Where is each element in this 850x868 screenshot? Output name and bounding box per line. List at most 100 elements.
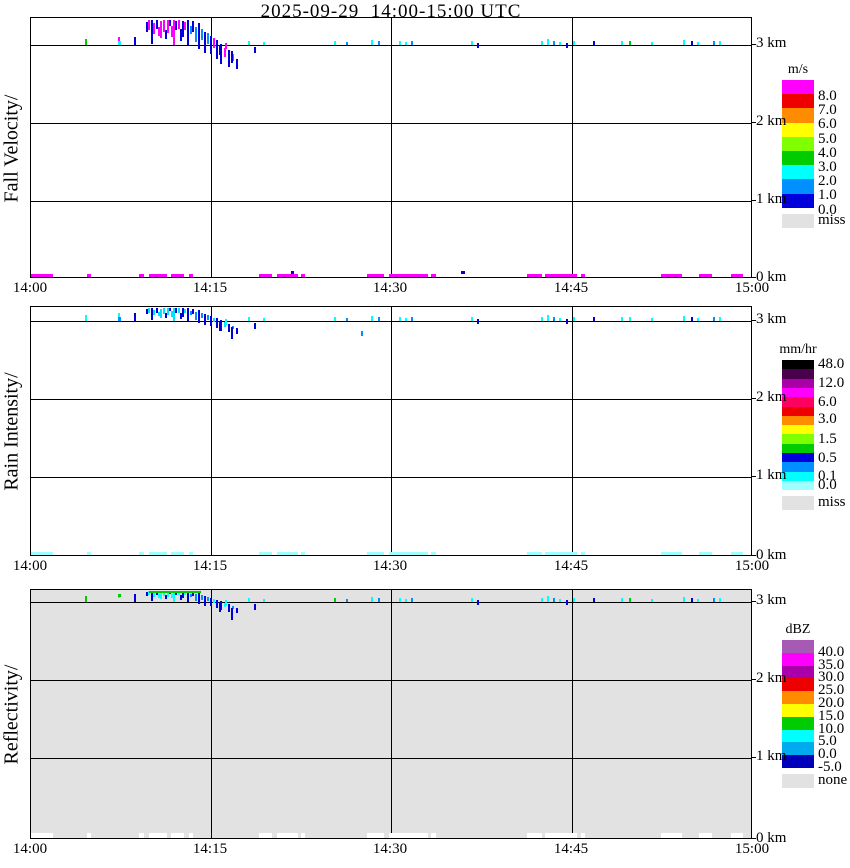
data-mark	[158, 312, 160, 316]
time-tick-label: 14:15	[192, 841, 228, 857]
legend-tick-label: 0.1	[818, 468, 837, 484]
data-mark	[461, 271, 465, 274]
time-tick-label: 14:30	[372, 280, 408, 296]
time-tick-label: 14:15	[192, 280, 228, 296]
data-mark	[165, 595, 167, 599]
data-mark	[378, 317, 380, 321]
gridline-horizontal	[31, 758, 751, 759]
data-mark	[405, 599, 407, 602]
gridline-vertical	[211, 307, 212, 555]
legend-band	[782, 108, 814, 123]
data-mark	[593, 41, 595, 45]
gridline-horizontal	[31, 45, 751, 46]
data-mark	[190, 594, 192, 597]
data-mark	[389, 274, 428, 277]
km-label: 3 km	[756, 35, 787, 51]
data-mark	[151, 591, 153, 601]
data-mark	[156, 591, 158, 595]
km-tick	[752, 277, 756, 278]
data-mark	[545, 833, 577, 838]
data-mark	[248, 598, 250, 602]
data-mark	[389, 552, 428, 555]
data-mark	[187, 20, 189, 45]
data-mark	[167, 308, 169, 315]
gridline-vertical	[391, 590, 392, 838]
data-mark	[148, 20, 150, 30]
data-mark	[216, 318, 218, 328]
data-mark	[232, 326, 234, 329]
time-tick-label: 14:30	[372, 841, 408, 857]
legend-band	[782, 742, 814, 755]
panel-reflectivity: Reflectivity/ dBZ 40.0 35.0 30.0 25.0 20.0 15…	[0, 589, 850, 861]
km-tick	[752, 757, 756, 758]
legend-tick-label: 0.0	[818, 746, 837, 762]
data-mark	[167, 20, 169, 33]
data-mark	[691, 598, 693, 602]
data-mark	[559, 318, 561, 321]
legend-band	[782, 194, 814, 208]
data-mark	[547, 315, 549, 321]
data-mark	[651, 318, 653, 321]
data-mark	[291, 271, 294, 274]
data-mark	[204, 32, 206, 53]
data-mark	[477, 600, 479, 605]
data-mark	[189, 552, 193, 555]
data-mark	[210, 598, 212, 606]
data-mark	[207, 597, 209, 601]
data-mark	[378, 41, 380, 45]
km-label: 1 km	[756, 191, 787, 207]
legend-band	[782, 360, 814, 369]
data-mark	[719, 317, 721, 321]
data-mark	[149, 833, 167, 838]
data-mark	[192, 21, 194, 32]
time-tick-label: 14:45	[553, 280, 589, 296]
time-tick-label: 15:00	[734, 280, 770, 296]
legend-tick-label: 25.0	[818, 682, 845, 698]
data-mark	[160, 21, 162, 38]
km-tick	[752, 398, 756, 399]
time-tick-label: 14:00	[12, 558, 48, 574]
legend-tick-label: 40.0	[818, 644, 845, 660]
legend-band	[782, 123, 814, 137]
legend-tick-label: 5.0	[818, 733, 837, 749]
data-mark	[195, 312, 197, 320]
data-mark	[224, 48, 226, 57]
legend-tick-label: 35.0	[818, 657, 845, 673]
data-mark	[87, 274, 91, 277]
data-mark	[731, 274, 743, 277]
legend-band	[782, 444, 814, 453]
data-mark	[156, 308, 158, 313]
data-mark	[171, 552, 184, 555]
legend-tick-label: 20.0	[818, 695, 845, 711]
data-mark	[527, 833, 542, 838]
data-mark	[85, 315, 87, 321]
data-mark	[184, 309, 186, 313]
km-label: 2 km	[756, 389, 787, 405]
data-mark	[175, 21, 177, 30]
data-mark	[367, 833, 384, 838]
gridline-vertical	[391, 18, 392, 277]
data-mark	[153, 23, 155, 34]
data-mark	[683, 597, 685, 602]
km-tick	[752, 476, 756, 477]
legend-tick-label: 0.5	[818, 450, 837, 466]
data-mark	[171, 274, 184, 277]
legend-tick-label: 10.0	[818, 721, 845, 737]
gridline-horizontal	[31, 123, 751, 124]
gridline-horizontal	[31, 602, 751, 603]
data-mark	[713, 598, 715, 602]
legend-tick-label: 1.0	[818, 187, 837, 203]
data-mark	[405, 318, 407, 321]
data-mark	[148, 308, 150, 313]
legend-tick-label: 7.0	[818, 102, 837, 118]
data-mark	[405, 42, 407, 45]
chart-title: 2025-09-29 14:00-15:00 UTC	[260, 1, 522, 22]
data-mark	[367, 274, 384, 277]
data-mark	[180, 313, 182, 319]
data-mark	[204, 596, 206, 606]
data-mark	[158, 594, 160, 598]
data-mark	[195, 27, 197, 42]
data-mark	[254, 604, 256, 610]
data-mark	[431, 274, 436, 277]
data-mark	[661, 552, 682, 555]
